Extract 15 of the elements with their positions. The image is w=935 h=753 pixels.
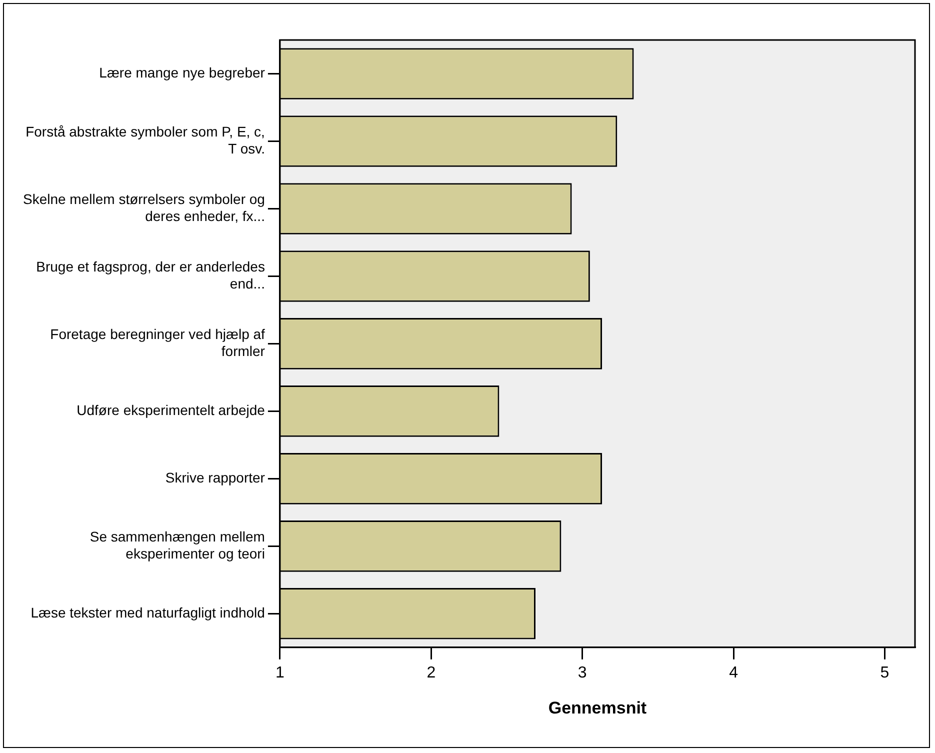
y-tick-label: Udføre eksperimentelt arbejde [76, 402, 266, 418]
y-tick-label: Skrive rapporter [165, 470, 266, 486]
y-tick-label: Se sammenhængen mellem eksperimenter og teori [90, 528, 265, 562]
x-tick-label: 5 [880, 664, 890, 682]
x-tick-label: 4 [729, 664, 738, 682]
y-tick-label: Forstå abstrakte symboler som P, E, c, T osv. [26, 124, 265, 156]
x-tick-label: 3 [578, 664, 587, 682]
x-tick-label: 2 [426, 664, 436, 682]
x-tick-label: 1 [276, 664, 285, 682]
y-tick-label: Bruge et fagsprog, der er anderledes end... [36, 258, 265, 292]
y-tick-label: Skelne mellem størrelsers symboler og deres enheder, fx... [22, 191, 265, 224]
y-tick-label: Lære mange nye begreber [99, 64, 266, 81]
x-axis-title: Gennemsnit [548, 698, 647, 718]
y-tick-label: Læse tekster med naturfagligt indhold [30, 604, 265, 621]
y-tick-label: Foretage beregninger ved hjælp af formler [50, 326, 266, 359]
